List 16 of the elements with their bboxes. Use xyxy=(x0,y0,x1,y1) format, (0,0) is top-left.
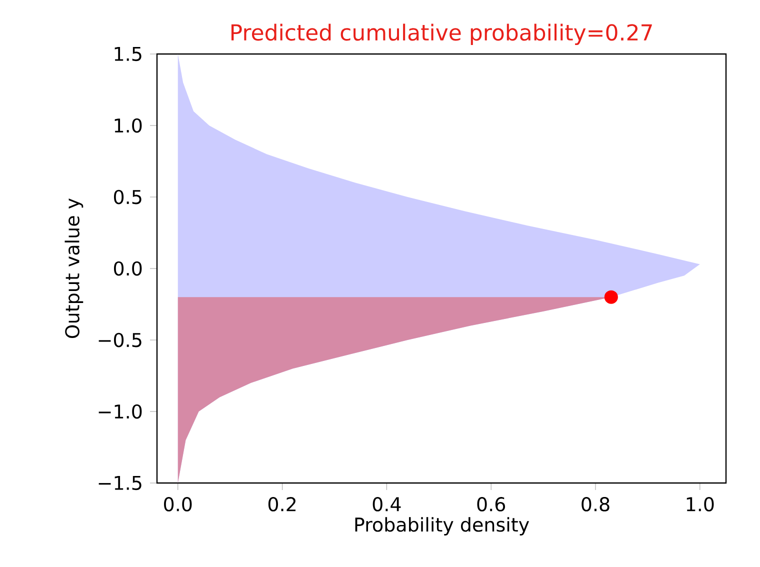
x-tick-label: 0.0 xyxy=(164,497,192,512)
y-axis-title: Output value y xyxy=(64,198,84,338)
y-tick-label: −1.0 xyxy=(98,404,142,419)
y-tick-label: 1.0 xyxy=(114,118,142,133)
x-tick-label: 0.6 xyxy=(477,497,506,512)
x-tick-label: 0.8 xyxy=(582,497,610,512)
y-tick-label: −0.5 xyxy=(98,332,142,348)
x-axis-title: Probability density xyxy=(355,517,530,536)
chart-title: Predicted cumulative probability=0.27 xyxy=(231,24,652,45)
y-tick-label: −1.5 xyxy=(98,476,142,490)
y-tick-label: 0.0 xyxy=(114,261,142,276)
x-tick-label: 0.4 xyxy=(372,497,401,512)
y-tick-label: 1.5 xyxy=(114,46,142,62)
x-tick-label: 0.2 xyxy=(268,497,296,512)
y-tick-label: 0.5 xyxy=(114,190,142,204)
x-tick-label: 1.0 xyxy=(686,497,714,512)
